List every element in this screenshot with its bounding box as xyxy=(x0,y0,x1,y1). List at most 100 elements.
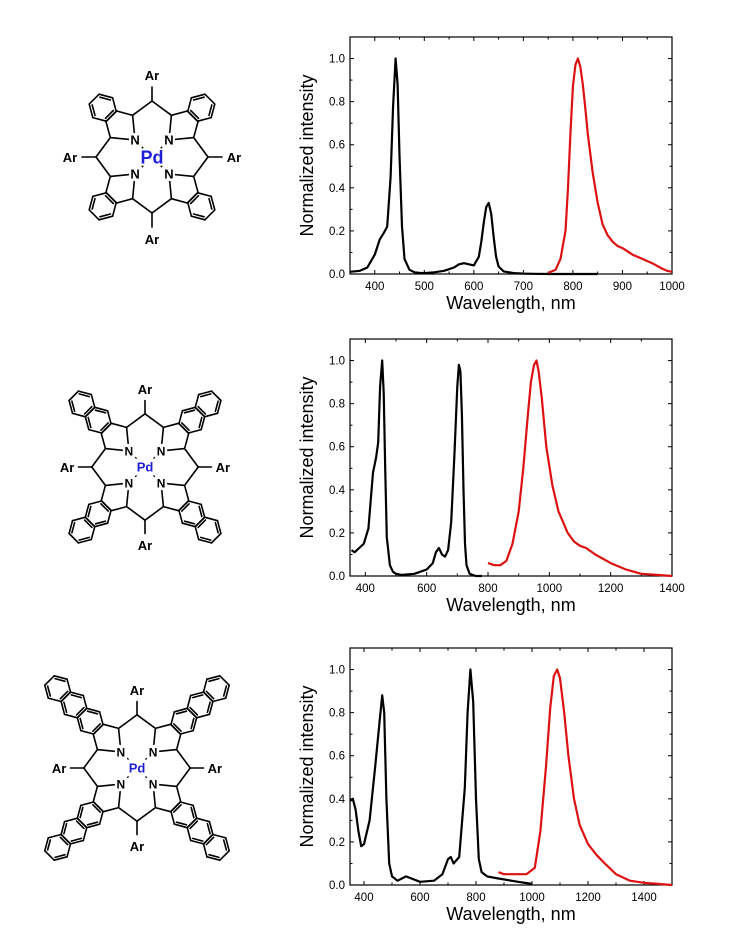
bond xyxy=(70,694,83,699)
bond xyxy=(85,823,101,829)
bond xyxy=(192,213,205,218)
bond xyxy=(53,855,68,862)
bond xyxy=(202,678,208,693)
bond xyxy=(60,691,72,703)
bond xyxy=(225,684,230,699)
y-tick-label: 0.2 xyxy=(329,528,345,540)
bond xyxy=(208,104,213,117)
bond xyxy=(181,422,190,432)
bond xyxy=(91,466,107,487)
aryl-substituent-label: Ar xyxy=(145,68,159,83)
absorption-spectrum-line xyxy=(349,668,533,885)
bond xyxy=(110,505,128,512)
bond xyxy=(170,110,189,117)
bond xyxy=(80,729,95,735)
bond xyxy=(175,821,188,826)
bond xyxy=(173,707,189,713)
bond xyxy=(82,694,88,710)
bond xyxy=(125,412,146,429)
bond xyxy=(43,837,50,852)
bond xyxy=(194,406,206,418)
bond xyxy=(208,820,214,836)
bond xyxy=(173,723,182,733)
bond xyxy=(106,409,112,425)
bond xyxy=(187,97,193,113)
x-axis-title: Wavelength, nm xyxy=(446,904,575,924)
y-tick-label: 0.6 xyxy=(329,140,345,152)
bond xyxy=(198,505,203,518)
bond xyxy=(196,192,212,198)
bond xyxy=(47,697,62,703)
bond xyxy=(154,806,172,813)
bond xyxy=(175,748,191,769)
bond xyxy=(92,785,99,803)
bond xyxy=(43,684,50,699)
bond xyxy=(60,833,72,845)
bond xyxy=(102,723,120,730)
bond xyxy=(90,393,96,409)
y-tick-label: 0.0 xyxy=(329,269,345,281)
bond xyxy=(181,522,197,528)
bond xyxy=(46,839,52,851)
palladium-atom-label: Pd xyxy=(129,761,146,776)
bond xyxy=(136,806,157,823)
bond xyxy=(190,717,195,730)
bond xyxy=(204,209,216,221)
bond xyxy=(173,823,189,829)
bond xyxy=(187,192,199,204)
metal-mask xyxy=(141,146,163,168)
palladium-atom-label: Pd xyxy=(140,147,163,167)
bond xyxy=(68,532,80,544)
bond xyxy=(170,723,182,735)
bond xyxy=(192,136,209,158)
bond xyxy=(190,93,206,99)
nitrogen-atom-label: N xyxy=(164,166,173,181)
bond xyxy=(210,195,216,211)
bond xyxy=(212,697,227,703)
bond xyxy=(88,500,103,506)
bond xyxy=(136,713,157,730)
y-tick-label: 0.4 xyxy=(329,183,346,195)
bond xyxy=(203,412,219,418)
bond xyxy=(66,843,72,858)
nitrogen-atom-label: N xyxy=(130,166,139,181)
bond xyxy=(76,804,82,820)
y-tick-label: 0.8 xyxy=(329,708,345,720)
bond xyxy=(154,723,172,730)
bond xyxy=(175,733,182,751)
bond xyxy=(94,520,107,525)
bond xyxy=(111,201,117,217)
bond xyxy=(92,192,108,198)
bond xyxy=(175,785,182,803)
bond xyxy=(100,500,112,512)
bond xyxy=(189,820,199,830)
bond xyxy=(68,390,80,402)
bond xyxy=(60,820,66,836)
aryl-substituent-label: Ar xyxy=(130,839,144,854)
metal-mask xyxy=(134,456,156,478)
bond xyxy=(222,685,228,697)
bond xyxy=(63,701,68,714)
bond xyxy=(54,853,66,859)
bond xyxy=(92,723,104,735)
bond xyxy=(63,713,79,719)
nitrogen-atom-label: N xyxy=(157,477,166,491)
bond xyxy=(178,509,184,525)
bond xyxy=(189,109,200,120)
bond xyxy=(189,194,200,205)
bond xyxy=(214,400,219,413)
bond xyxy=(95,136,112,158)
bond xyxy=(192,175,199,194)
bond xyxy=(115,197,134,204)
bond xyxy=(98,710,104,726)
plot-frame xyxy=(349,647,673,886)
emission-spectrum-line xyxy=(547,57,673,274)
bond xyxy=(111,97,117,113)
bond xyxy=(76,817,88,829)
bond xyxy=(92,803,101,813)
bond xyxy=(69,839,85,845)
y-axis-title: Normalized intensity xyxy=(297,74,317,236)
bond xyxy=(117,713,138,730)
bond xyxy=(192,120,199,139)
